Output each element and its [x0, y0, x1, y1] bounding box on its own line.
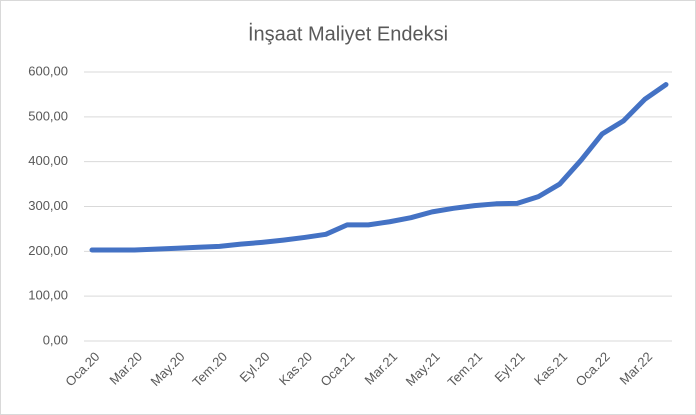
y-tick-label: 600,00 [28, 63, 68, 78]
y-tick-label: 500,00 [28, 108, 68, 123]
y-tick-label: 100,00 [28, 288, 68, 303]
y-tick-label: 200,00 [28, 243, 68, 258]
line [89, 82, 669, 253]
y-tick-label: 300,00 [28, 198, 68, 213]
chart-title: İnşaat Maliyet Endeksi [248, 22, 448, 45]
y-tick-label: 0,00 [43, 332, 68, 347]
y-tick-label: 400,00 [28, 153, 68, 168]
